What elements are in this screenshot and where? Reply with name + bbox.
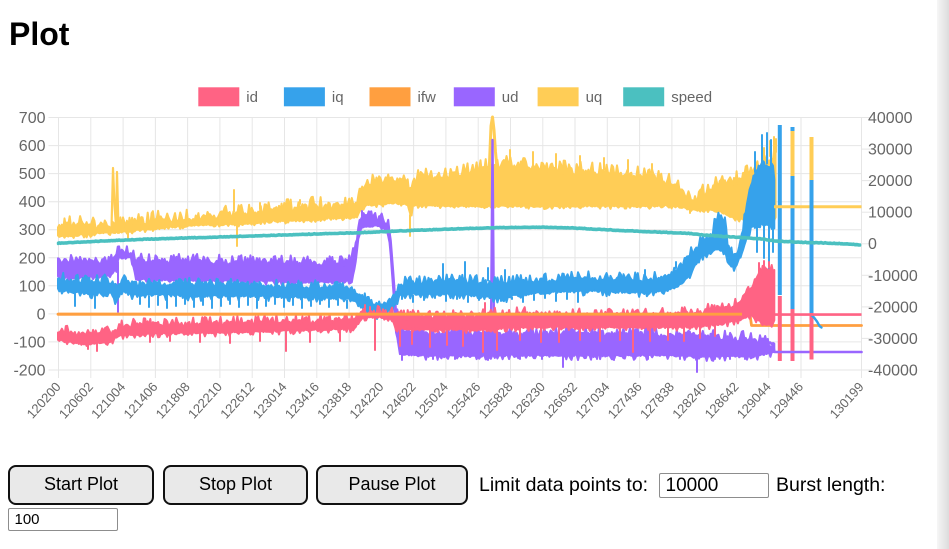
svg-text:123416: 123416: [282, 379, 322, 421]
svg-text:600: 600: [19, 138, 46, 155]
svg-text:120200: 120200: [24, 379, 64, 421]
svg-text:300: 300: [19, 222, 46, 239]
svg-text:-30000: -30000: [868, 331, 918, 348]
svg-text:125426: 125426: [443, 379, 483, 421]
svg-text:126230: 126230: [508, 379, 548, 421]
svg-text:ifw: ifw: [418, 89, 437, 106]
svg-text:-20000: -20000: [868, 299, 918, 316]
svg-text:500: 500: [19, 166, 46, 183]
svg-text:-10000: -10000: [868, 268, 918, 285]
svg-text:121808: 121808: [153, 379, 193, 421]
svg-text:200: 200: [19, 250, 46, 267]
svg-text:130199: 130199: [827, 379, 867, 421]
svg-text:-40000: -40000: [868, 363, 918, 380]
svg-text:129446: 129446: [766, 379, 806, 421]
svg-text:30000: 30000: [868, 142, 913, 159]
svg-text:0: 0: [868, 236, 877, 253]
svg-text:125024: 125024: [411, 379, 451, 421]
svg-text:126632: 126632: [540, 379, 580, 421]
svg-text:123818: 123818: [314, 379, 354, 421]
svg-text:121406: 121406: [120, 379, 160, 421]
svg-text:122210: 122210: [185, 379, 225, 421]
svg-text:-200: -200: [13, 363, 45, 380]
svg-text:128240: 128240: [669, 379, 709, 421]
svg-text:400: 400: [19, 194, 46, 211]
svg-text:124220: 124220: [346, 379, 386, 421]
svg-text:-100: -100: [13, 334, 45, 351]
svg-text:20000: 20000: [868, 173, 913, 190]
svg-text:127436: 127436: [605, 379, 645, 421]
svg-text:speed: speed: [671, 89, 712, 106]
svg-text:122612: 122612: [217, 379, 257, 421]
svg-text:700: 700: [19, 110, 46, 127]
svg-text:127034: 127034: [572, 379, 612, 421]
svg-text:iq: iq: [332, 89, 344, 106]
svg-text:127838: 127838: [637, 379, 677, 421]
svg-text:id: id: [246, 89, 258, 106]
svg-text:uq: uq: [586, 89, 603, 106]
svg-text:124622: 124622: [379, 379, 419, 421]
svg-text:128642: 128642: [702, 379, 742, 421]
svg-text:10000: 10000: [868, 205, 913, 222]
svg-text:123014: 123014: [250, 379, 290, 421]
svg-text:129044: 129044: [734, 379, 774, 421]
svg-text:120602: 120602: [56, 379, 96, 421]
svg-text:125828: 125828: [476, 379, 516, 421]
svg-text:ud: ud: [502, 89, 519, 106]
svg-text:0: 0: [37, 306, 46, 323]
svg-text:100: 100: [19, 278, 46, 295]
svg-text:40000: 40000: [868, 110, 913, 127]
svg-text:121004: 121004: [88, 379, 128, 421]
